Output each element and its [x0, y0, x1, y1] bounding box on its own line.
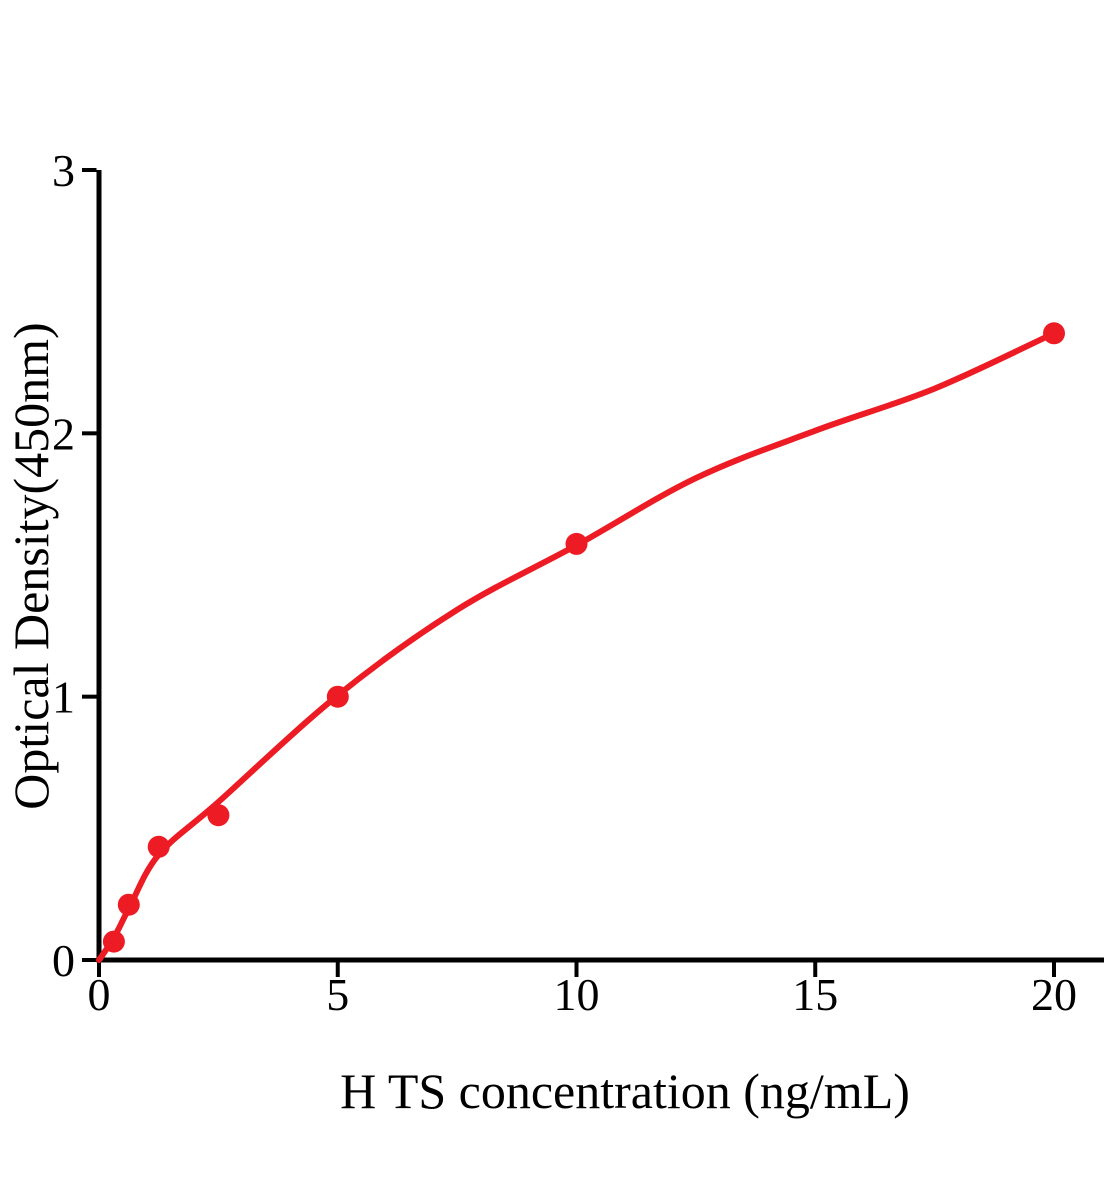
- y-tick-label: 0: [52, 935, 75, 986]
- y-tick-label: 3: [52, 145, 75, 196]
- x-tick-label: 15: [792, 969, 838, 1020]
- data-point: [1043, 322, 1065, 345]
- y-tick-label: 1: [52, 672, 75, 723]
- data-point: [565, 532, 588, 555]
- x-tick-label: 5: [326, 969, 349, 1020]
- x-axis-title: H TS concentration (ng/mL): [340, 1063, 910, 1119]
- fit-curve: [96, 330, 1057, 963]
- y-tick-label: 2: [52, 408, 75, 459]
- x-tick-label: 10: [554, 969, 600, 1020]
- y-axis-title: Optical Density(450nm): [3, 322, 59, 810]
- data-point: [326, 685, 349, 708]
- x-tick-label: 0: [88, 969, 111, 1020]
- data-point: [207, 804, 230, 827]
- data-point: [147, 835, 170, 858]
- data-point: [117, 893, 140, 916]
- data-point: [102, 930, 125, 953]
- x-tick-label: 20: [1031, 969, 1077, 1020]
